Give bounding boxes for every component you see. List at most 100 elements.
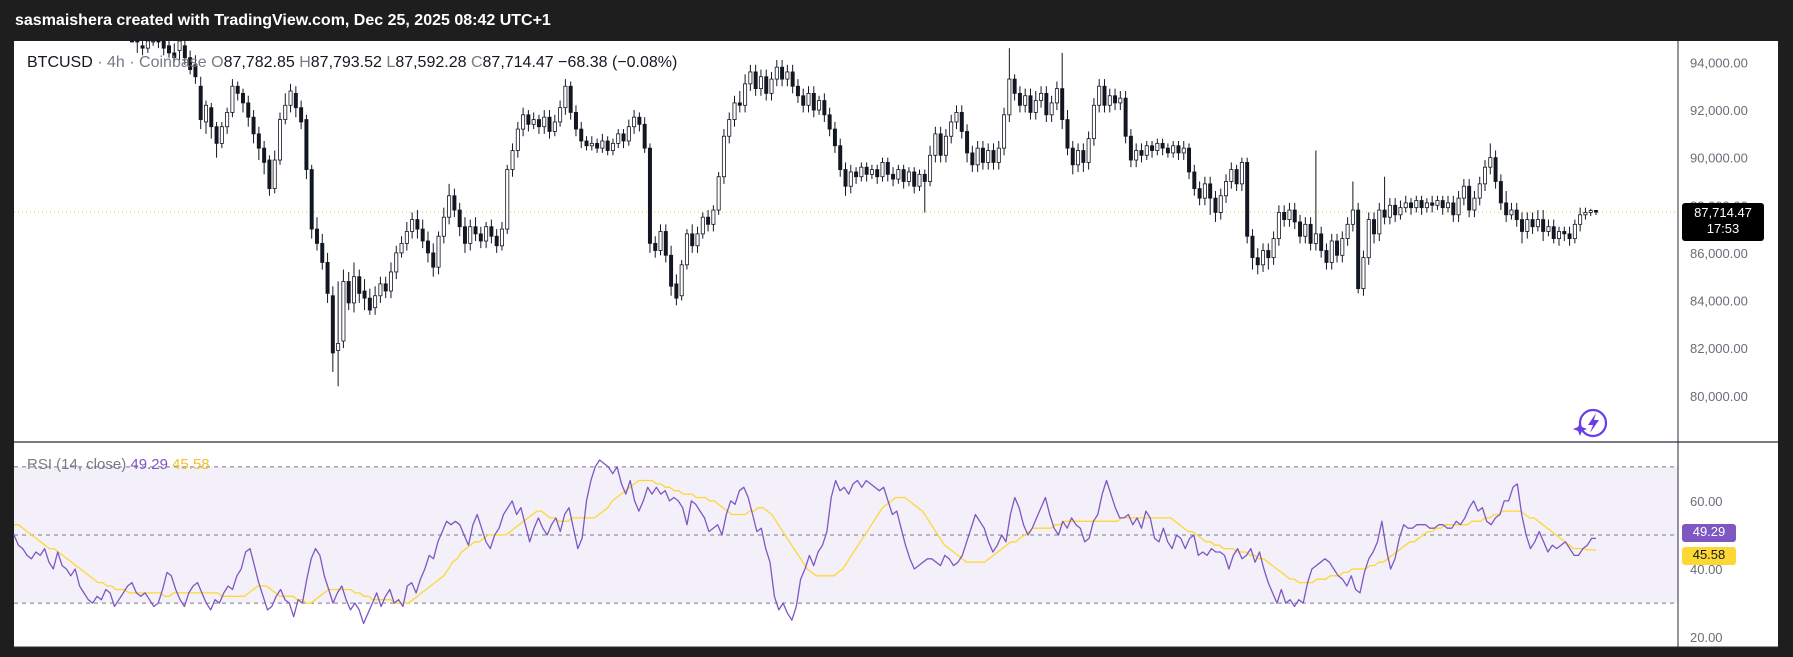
candle-body-up <box>1461 185 1466 199</box>
candle <box>795 79 800 103</box>
candle-body-up <box>542 116 547 128</box>
candle <box>1250 229 1255 270</box>
candle <box>1440 195 1445 215</box>
candle <box>309 164 314 239</box>
candle <box>1361 250 1366 296</box>
candle-body-down <box>991 150 996 163</box>
candle-body-up <box>610 142 615 151</box>
candle <box>225 107 230 134</box>
candle-body-down <box>1044 92 1049 116</box>
candle-body-down <box>235 85 240 94</box>
candle <box>1324 243 1329 270</box>
candle-body-down <box>663 231 668 256</box>
candle <box>933 126 938 163</box>
candle <box>1530 212 1535 234</box>
open-value: 87,782.85 <box>223 54 295 71</box>
candle-body-down <box>642 123 647 149</box>
candle <box>732 95 737 127</box>
candle <box>283 93 288 125</box>
candle-body-up <box>1535 219 1540 228</box>
candle <box>367 288 372 315</box>
candle-body-down <box>1192 171 1197 190</box>
candle-body-down <box>959 112 964 132</box>
candle <box>1017 86 1022 113</box>
candle <box>1271 231 1276 265</box>
candle <box>954 105 959 130</box>
rsi-name[interactable]: RSI (14, close) <box>27 456 127 473</box>
candle <box>1234 164 1239 191</box>
candle <box>737 91 742 113</box>
candle-body-down <box>357 276 362 294</box>
candle-body-up <box>1345 223 1350 240</box>
candle-body-down <box>737 102 742 106</box>
candle-body-up <box>1033 100 1038 113</box>
candle-body-down <box>494 235 499 247</box>
candle <box>346 271 351 311</box>
candle-body-down <box>854 171 859 178</box>
candle <box>1245 157 1250 244</box>
candle <box>690 224 695 253</box>
candle-body-down <box>246 102 251 118</box>
candle-body-down <box>706 216 711 225</box>
candle <box>526 110 531 132</box>
candle-body-up <box>1572 223 1577 240</box>
candle <box>536 114 541 134</box>
candle-body-down <box>330 295 335 354</box>
candle-body-up <box>1107 95 1112 106</box>
candle <box>267 155 272 196</box>
candle-body-down <box>309 169 314 230</box>
candle-body-down <box>1234 169 1239 185</box>
candle <box>246 95 251 127</box>
candle <box>1461 179 1466 206</box>
symbol-name[interactable]: BTCUSD <box>27 54 93 71</box>
candle-body-up <box>219 126 224 144</box>
candle <box>441 207 446 244</box>
candle <box>1477 176 1482 206</box>
candle <box>1181 141 1186 161</box>
price-tick-label: 90,000.00 <box>1690 151 1748 166</box>
candle-body-up <box>1239 162 1244 185</box>
candle <box>859 162 864 182</box>
candle <box>1012 74 1017 101</box>
candle-body-down <box>795 85 800 97</box>
candle-body-down <box>1250 235 1255 259</box>
candle-body-up <box>1350 209 1355 225</box>
candle-body-down <box>262 147 267 163</box>
candle <box>1329 233 1334 270</box>
candle <box>1054 81 1059 111</box>
candle-body-down <box>1409 202 1414 209</box>
candle-body-down <box>885 162 890 175</box>
candle <box>151 40 156 46</box>
candle-body-down <box>130 40 134 43</box>
candle <box>1493 150 1498 189</box>
candle <box>949 114 954 144</box>
candle-body-up <box>975 147 980 166</box>
candle <box>172 43 177 63</box>
candle-body-up <box>394 252 399 273</box>
candle <box>1028 88 1033 120</box>
candle-body-down <box>1065 119 1070 149</box>
candle <box>1176 141 1181 161</box>
candle <box>1472 191 1477 218</box>
candle-body-down <box>822 100 827 116</box>
candle <box>1446 195 1450 213</box>
candle-body-up <box>880 162 885 178</box>
candle <box>494 229 499 253</box>
candle-body-up <box>468 226 473 244</box>
candle <box>906 167 911 187</box>
candle-body-up <box>204 104 208 123</box>
candle-body-up <box>1023 95 1028 106</box>
candle <box>362 279 367 311</box>
candle <box>928 145 933 187</box>
candle-body-down <box>669 254 674 287</box>
candle-body-up <box>743 83 748 106</box>
candle-body-up <box>351 276 356 304</box>
candle-body-up <box>1557 231 1561 240</box>
symbol-legend[interactable]: BTCUSD · 4h · Coinbase O87,782.85 H87,79… <box>27 54 677 72</box>
candle <box>547 110 552 139</box>
candle <box>769 71 774 101</box>
candle-body-down <box>605 140 610 151</box>
rsi-legend[interactable]: RSI (14, close) 49.29 45.58 <box>27 456 210 473</box>
candle <box>420 219 425 249</box>
